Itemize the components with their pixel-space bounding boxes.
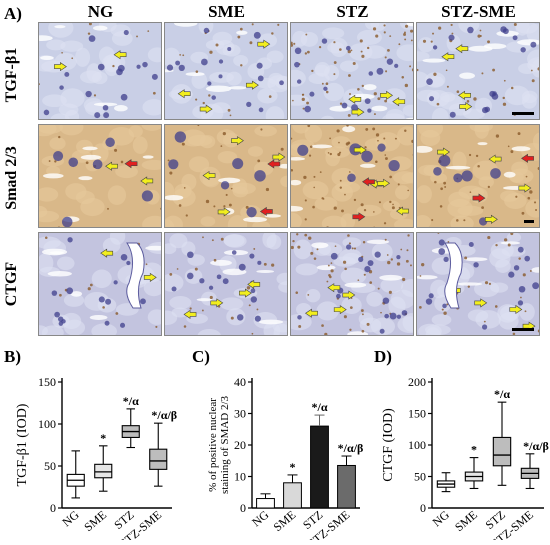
bar-stz <box>311 426 329 508</box>
x-tick-label: NG <box>249 507 272 529</box>
significance-label: */α/β <box>523 439 549 453</box>
y-tick-label: 0 <box>420 501 426 515</box>
panel-label: B) <box>4 347 21 366</box>
bar-sme <box>284 483 302 508</box>
significance-label: */α <box>311 400 327 414</box>
row-header-ctgf: CTGF <box>3 229 21 339</box>
scale-bar <box>512 328 534 331</box>
scale-bar <box>512 112 534 115</box>
bar-stz-sme <box>338 465 356 508</box>
y-tick-label: 50 <box>44 459 56 473</box>
y-tick-label: 100 <box>408 438 426 452</box>
significance-label: * <box>100 431 106 445</box>
micrograph-1-1 <box>164 124 288 228</box>
box-sme <box>95 446 112 491</box>
micrograph-0-1 <box>164 22 288 120</box>
x-tick-label: NG <box>430 507 453 529</box>
error-bar <box>288 475 298 483</box>
significance-label: */α/β <box>151 408 177 422</box>
micrograph-1-3 <box>416 124 540 228</box>
y-tick-label: 50 <box>414 470 426 484</box>
micrograph-2-0 <box>38 232 162 336</box>
micrograph-1-0 <box>38 124 162 228</box>
y-axis-label: staining of SMAD 2/3 <box>219 395 231 494</box>
y-tick-label: 20 <box>234 438 246 452</box>
panel-label: D) <box>374 347 392 366</box>
x-tick-label: NG <box>59 507 82 529</box>
x-tick-label: SME <box>271 508 299 535</box>
y-tick-label: 0 <box>50 501 56 515</box>
y-axis-label: CTGF (IOD) <box>381 408 396 482</box>
box-stz <box>493 402 510 485</box>
column-header-sme: SME <box>164 2 289 22</box>
significance-label: * <box>471 443 477 457</box>
y-axis-label: TGF-β1 (IOD) <box>15 403 30 486</box>
box-stz <box>122 409 139 448</box>
micrograph-2-2 <box>290 232 414 336</box>
micrograph-0-3 <box>416 22 540 120</box>
box-sme <box>465 458 482 489</box>
micrograph-0-0 <box>38 22 162 120</box>
error-bar <box>342 456 352 465</box>
micrograph-0-2 <box>290 22 414 120</box>
row-header-smad: Smad 2/3 <box>3 123 21 233</box>
error-bar <box>315 415 325 426</box>
x-tick-label: SME <box>452 508 480 535</box>
significance-label: * <box>290 460 296 474</box>
box-stz-sme <box>521 454 538 489</box>
y-tick-label: 100 <box>38 417 56 431</box>
box-ng <box>67 451 84 498</box>
y-axis-label: % of positive nuclear <box>207 398 219 492</box>
panel-label: C) <box>192 347 210 366</box>
scale-bar <box>524 220 534 223</box>
y-tick-label: 30 <box>234 407 246 421</box>
micrograph-2-3 <box>416 232 540 336</box>
error-bar <box>261 494 271 499</box>
x-tick-label: SME <box>81 508 109 535</box>
significance-label: */α/β <box>338 441 364 455</box>
significance-label: */α <box>494 387 510 401</box>
y-tick-label: 150 <box>408 407 426 421</box>
micrograph-1-2 <box>290 124 414 228</box>
box-ng <box>437 473 454 492</box>
y-tick-label: 10 <box>234 470 246 484</box>
box-stz-sme <box>150 423 167 486</box>
micrograph-2-1 <box>164 232 288 336</box>
y-tick-label: 150 <box>38 375 56 389</box>
significance-label: */α <box>123 394 139 408</box>
y-tick-label: 200 <box>408 375 426 389</box>
y-tick-label: 0 <box>240 501 246 515</box>
y-tick-label: 40 <box>234 375 246 389</box>
row-header-tgf: TGF-β1 <box>3 20 21 130</box>
column-header-stz: STZ <box>290 2 415 22</box>
bar-ng <box>257 499 275 508</box>
column-header-stz-sme: STZ-SME <box>416 2 541 22</box>
column-header-ng: NG <box>38 2 163 22</box>
